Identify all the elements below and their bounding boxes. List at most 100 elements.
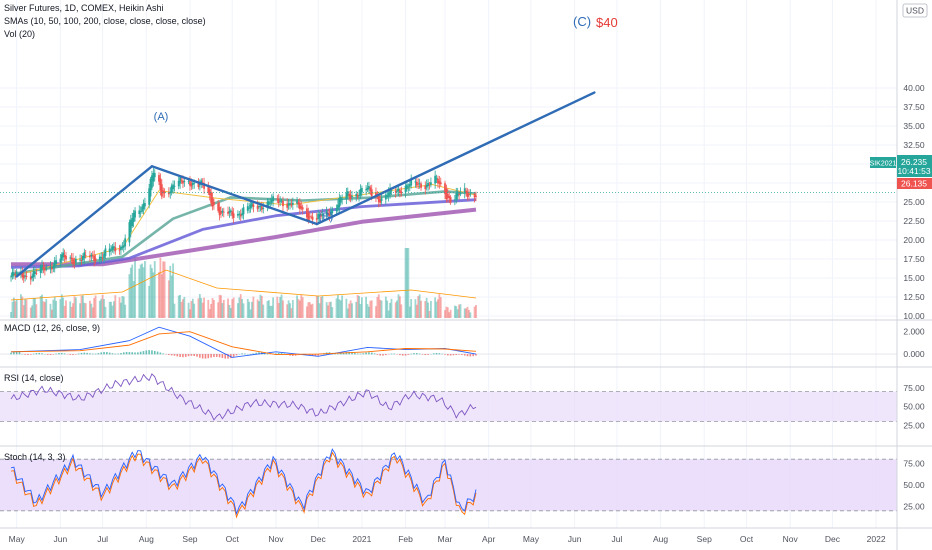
candle-body <box>473 194 476 198</box>
macd-histogram-bar <box>463 354 466 356</box>
candle-body <box>307 212 310 220</box>
candle-body <box>190 183 193 187</box>
macd-histogram-bar <box>145 350 148 355</box>
candle-body <box>310 216 313 218</box>
volume-bar <box>167 280 170 318</box>
currency-box[interactable] <box>902 3 928 18</box>
volume-bar <box>122 296 125 318</box>
volume-bar <box>63 305 66 318</box>
candle-body <box>191 182 194 185</box>
stoch-k-line <box>10 448 477 516</box>
candle-body <box>396 190 398 192</box>
macd-histogram-bar <box>449 354 452 356</box>
macd-histogram-bar <box>27 354 29 356</box>
candle-body <box>301 207 304 210</box>
macd-histogram-bar <box>72 354 74 355</box>
macd-histogram-bar <box>108 352 111 355</box>
candle-body <box>269 202 272 204</box>
candle-body <box>366 187 369 190</box>
candle-body <box>338 197 341 208</box>
volume-bar <box>259 294 262 318</box>
candle-body <box>62 252 65 258</box>
candle-body <box>73 261 76 264</box>
volume-bar <box>20 294 22 318</box>
candle-body <box>258 206 260 208</box>
wave-trend-line[interactable] <box>315 91 596 226</box>
volume-bar <box>473 306 476 318</box>
candle-body <box>55 260 58 264</box>
candle-body <box>380 198 383 201</box>
time-axis[interactable]: May Jun Jul Aug Sep Oct Nov Dec 2021 Feb Mar Apr May… <box>0 527 932 544</box>
candle-body <box>404 186 407 193</box>
macd-histogram-bar <box>317 354 319 356</box>
macd-histogram-bar <box>401 354 404 356</box>
candle-body <box>51 267 53 270</box>
volume-bar <box>258 301 260 318</box>
volume-bar <box>300 294 303 318</box>
macd-histogram-bar <box>168 354 170 356</box>
volume-bar <box>387 310 390 318</box>
macd-histogram-bar <box>294 354 297 356</box>
macd-histogram-bar <box>86 352 88 355</box>
macd-line <box>10 326 477 358</box>
candle-body <box>387 192 390 197</box>
volume-bar <box>177 295 180 318</box>
volume-bar <box>365 296 367 318</box>
candle-body <box>248 207 251 209</box>
volume-bar <box>25 299 28 318</box>
volume-bar <box>307 302 310 318</box>
volume-bar <box>221 303 224 318</box>
candle-body <box>379 199 382 203</box>
time-tick-label: Oct <box>740 534 754 544</box>
candle-body <box>12 273 15 275</box>
candle-body <box>180 180 183 182</box>
indicator-axes: 2.000 0.000 75.00 50.00 25.00 75.00 50.00 25.00 <box>903 327 925 512</box>
volume-bar <box>151 268 153 318</box>
candle-body <box>320 215 322 217</box>
candle-body <box>93 255 96 262</box>
stoch-tick-label: 75.00 <box>903 459 925 469</box>
candle-body <box>260 206 263 210</box>
volume-bar <box>94 295 97 318</box>
vol-legend: Vol (20) <box>4 29 35 39</box>
candle-body <box>448 195 451 199</box>
time-tick-label: Dec <box>311 534 327 544</box>
volume-bar <box>129 267 132 318</box>
volume-bar <box>469 312 472 318</box>
volume-bar <box>139 264 142 318</box>
candle-body <box>418 183 421 185</box>
candle-body <box>169 191 172 194</box>
volume-bar <box>448 312 451 318</box>
volume-bar <box>456 309 459 318</box>
macd-histogram-bar <box>379 354 381 356</box>
macd-histogram-bar <box>58 353 60 355</box>
candle-body <box>217 203 220 211</box>
volume-bar <box>368 306 370 318</box>
time-tick-label: Aug <box>139 534 154 544</box>
volume-bar <box>222 299 225 318</box>
trend-lines[interactable] <box>15 91 596 278</box>
candle-body <box>300 206 303 209</box>
wave-trend-line[interactable] <box>150 165 318 226</box>
sma-line <box>10 198 477 269</box>
candle-body <box>162 190 165 194</box>
candle-body <box>39 266 42 273</box>
wave-trend-line[interactable] <box>15 165 154 278</box>
macd-histogram-bar <box>201 354 204 359</box>
macd-histogram-bar <box>356 353 359 355</box>
volume-bar <box>327 305 329 318</box>
macd-histogram-bar <box>354 353 356 355</box>
macd-histogram-bar <box>173 354 176 356</box>
macd-histogram-bar <box>199 354 201 358</box>
volume-bar <box>12 297 15 318</box>
macd-histogram-bar <box>63 353 66 355</box>
candle-body <box>389 188 391 195</box>
volume-bar <box>360 297 363 318</box>
volume-bar <box>310 304 313 318</box>
volume-bar <box>162 261 165 318</box>
macd-histogram-bar <box>373 353 376 355</box>
candle-body <box>122 245 125 248</box>
macd-histogram-bar <box>421 354 424 355</box>
